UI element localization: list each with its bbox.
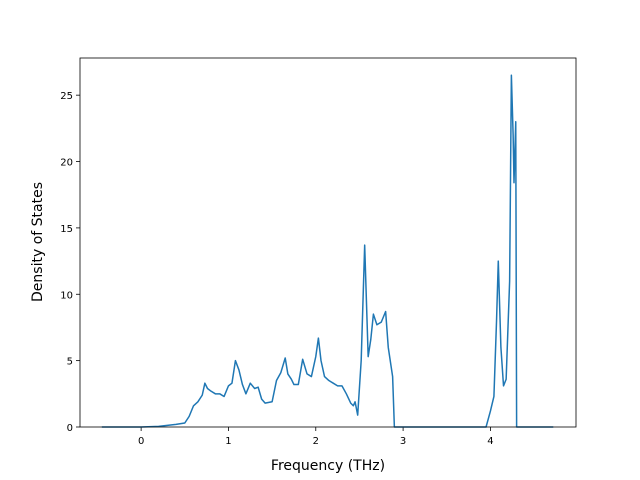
y-tick-label: 5 (67, 357, 73, 368)
data-line (101, 74, 554, 428)
y-tick-label: 10 (60, 290, 73, 301)
x-tick-label: 4 (487, 436, 493, 447)
y-axis-title: Density of States (30, 182, 46, 302)
x-tick-label: 3 (400, 436, 406, 447)
y-tick-label: 15 (60, 224, 73, 235)
y-tick-label: 25 (60, 91, 73, 102)
x-tick-label: 0 (138, 436, 144, 447)
y-tick-label: 0 (67, 423, 73, 434)
y-tick-label: 20 (60, 158, 73, 169)
x-tick-label: 2 (313, 436, 319, 447)
x-tick-label: 1 (225, 436, 231, 447)
x-axis-title: Frequency (THz) (271, 458, 385, 474)
plot-frame (79, 57, 577, 428)
